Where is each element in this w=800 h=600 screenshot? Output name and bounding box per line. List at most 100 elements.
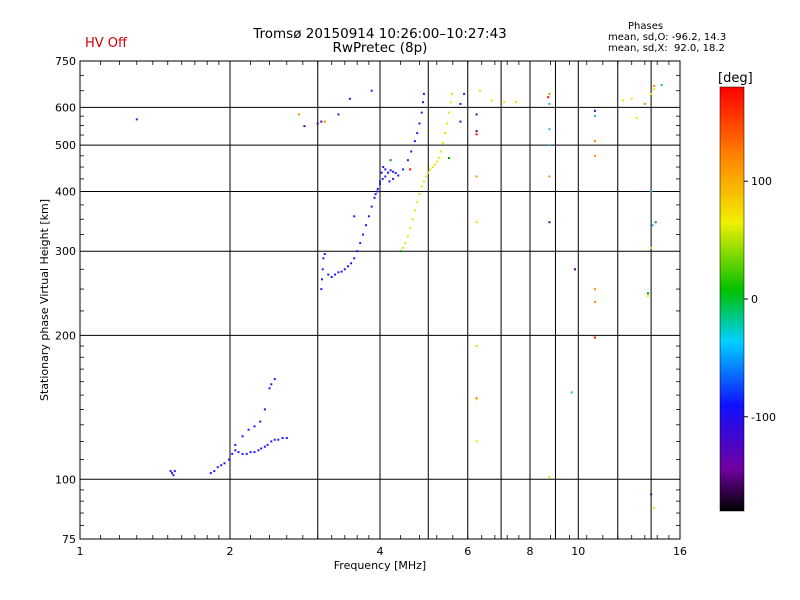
data-point	[548, 102, 551, 105]
data-point	[353, 215, 356, 218]
data-point	[257, 449, 260, 452]
data-point	[593, 109, 596, 112]
data-point	[422, 92, 425, 95]
data-point	[547, 96, 550, 99]
data-point	[209, 472, 212, 475]
y-tick-label: 100	[55, 473, 76, 486]
data-point	[413, 140, 416, 143]
data-point	[503, 101, 506, 104]
data-point	[348, 97, 351, 100]
data-point	[379, 180, 381, 183]
grid	[80, 61, 680, 539]
data-point	[435, 160, 438, 163]
data-point	[321, 268, 324, 271]
data-point	[445, 122, 448, 125]
data-point	[406, 159, 409, 162]
data-point	[451, 92, 453, 95]
data-point	[418, 193, 421, 196]
data-point	[650, 493, 653, 496]
data-point	[337, 113, 340, 116]
data-point	[441, 142, 444, 145]
data-point	[475, 440, 478, 443]
data-point	[370, 89, 373, 92]
colorbar	[719, 86, 745, 512]
data-point	[263, 408, 266, 411]
data-point	[653, 85, 656, 87]
data-point	[356, 250, 359, 253]
data-point	[135, 118, 138, 121]
data-point	[277, 438, 280, 441]
data-points	[135, 84, 663, 510]
data-point	[350, 262, 353, 265]
data-point	[425, 175, 428, 178]
data-point	[548, 92, 551, 95]
data-point	[593, 154, 596, 157]
data-point	[593, 300, 596, 303]
y-tick-label: 600	[55, 101, 76, 114]
data-point	[316, 122, 319, 125]
data-point	[389, 159, 392, 162]
x-tick-label: 8	[527, 545, 534, 558]
data-point	[475, 221, 478, 224]
data-point	[213, 470, 216, 473]
hv-status: HV Off	[85, 36, 127, 51]
plot-frame	[79, 60, 681, 540]
data-point	[475, 133, 478, 136]
data-point	[220, 464, 223, 467]
data-point	[593, 140, 596, 143]
data-point	[303, 125, 306, 128]
data-point	[654, 221, 657, 224]
data-point	[548, 144, 551, 147]
data-point	[439, 150, 442, 153]
data-point	[593, 336, 596, 339]
x-tick-label: 2	[227, 545, 234, 558]
data-point	[381, 177, 384, 180]
colorbar-ticks: 100 0 -100	[744, 175, 776, 424]
data-point	[387, 171, 389, 174]
data-point	[247, 428, 250, 431]
data-point	[384, 175, 387, 178]
y-tick-label: 200	[55, 329, 76, 342]
data-point	[320, 288, 323, 291]
data-point	[172, 474, 175, 477]
data-point	[270, 383, 273, 386]
data-point	[330, 276, 333, 278]
data-point	[376, 190, 379, 193]
data-point	[643, 102, 646, 105]
data-point	[281, 437, 284, 439]
y-tick-labels: 75 100 200 300 400 500 600 750	[55, 55, 76, 546]
phases-o-line: mean, sd,O: -96.2, 14.3	[608, 32, 727, 43]
data-point	[475, 398, 478, 401]
y-axis-label: Stationary phase Virtual Height [km]	[38, 199, 51, 401]
data-point	[223, 462, 226, 465]
data-point	[410, 150, 413, 153]
data-point	[340, 270, 343, 273]
data-point	[273, 438, 276, 441]
data-point	[171, 472, 173, 475]
data-point	[370, 205, 373, 208]
data-point	[479, 89, 481, 92]
data-point	[635, 117, 638, 119]
data-point	[397, 174, 400, 177]
data-point	[422, 180, 425, 183]
data-point	[266, 443, 269, 446]
data-point	[322, 257, 325, 260]
data-point	[647, 292, 649, 295]
data-point	[343, 268, 346, 271]
colorbar-tick-label: 0	[751, 293, 758, 306]
data-point	[475, 396, 478, 399]
x-tick-label: 10	[571, 545, 585, 558]
data-point	[376, 187, 379, 190]
x-tick-label: 16	[673, 545, 687, 558]
data-point	[447, 111, 450, 114]
data-point	[234, 443, 237, 446]
data-point	[323, 253, 326, 255]
data-point	[650, 190, 653, 192]
data-point	[574, 268, 576, 271]
data-point	[231, 452, 234, 455]
data-point	[297, 113, 300, 116]
data-point	[409, 168, 412, 171]
data-point	[241, 452, 244, 455]
data-point	[650, 92, 653, 95]
data-point	[392, 170, 395, 173]
